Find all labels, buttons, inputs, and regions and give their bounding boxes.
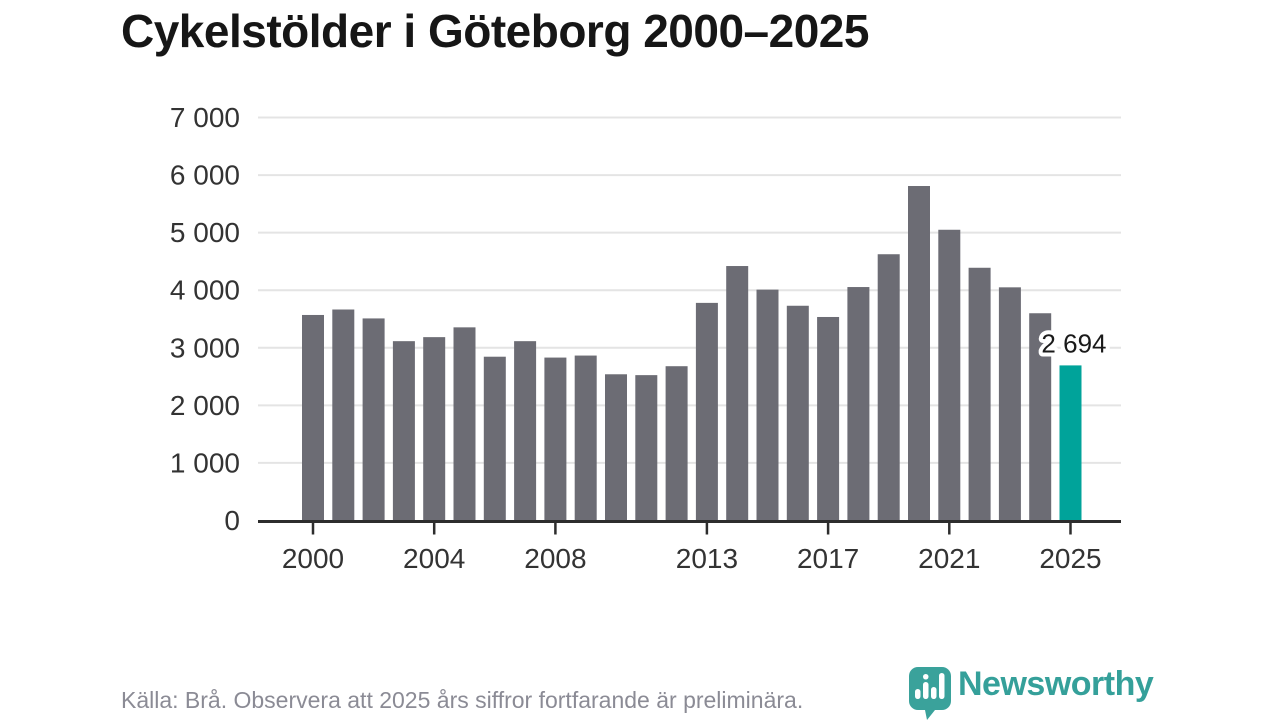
- y-tick-label-5000: 5 000: [170, 217, 240, 248]
- bar-2017: [817, 316, 840, 521]
- bar-2003: [392, 341, 415, 521]
- x-tick-label-2017: 2017: [797, 543, 859, 574]
- x-tick-label-2021: 2021: [918, 543, 980, 574]
- x-tick-label-2025: 2025: [1039, 543, 1101, 574]
- bar-2023: [998, 287, 1021, 521]
- newsworthy-wordmark: Newsworthy: [958, 665, 1154, 703]
- y-tick-label-7000: 7 000: [170, 102, 240, 133]
- bar-2015: [756, 289, 779, 521]
- bar-2014: [726, 266, 749, 521]
- newsworthy-logo: Newsworthy: [906, 664, 1154, 720]
- x-tick-label-2004: 2004: [403, 543, 465, 574]
- bar-2007: [514, 341, 537, 521]
- x-tick-label-2013: 2013: [676, 543, 738, 574]
- y-tick-label-2000: 2 000: [170, 390, 240, 421]
- bar-2009: [574, 355, 597, 521]
- bar-2000: [302, 314, 324, 521]
- bar-2018: [847, 287, 870, 521]
- y-tick-label-6000: 6 000: [170, 160, 240, 191]
- source-note: Källa: Brå. Observera att 2025 års siffr…: [121, 687, 804, 713]
- newsworthy-icon: [909, 667, 951, 720]
- bar-2001: [332, 309, 355, 521]
- bar-2008: [544, 357, 567, 521]
- logo-mini-bars: [915, 673, 945, 699]
- y-tick-label-3000: 3 000: [170, 332, 240, 363]
- bar-2005: [453, 327, 476, 521]
- bar-2010: [605, 374, 627, 521]
- bar-2020: [908, 186, 930, 521]
- y-tick-label-4000: 4 000: [170, 275, 240, 306]
- bar-2006: [483, 356, 506, 521]
- x-tick-label-2008: 2008: [524, 543, 586, 574]
- chart-layer: 2000 2004 2008 2013 2017 2021 2025 0 1 000 2 000 3…: [170, 102, 1121, 574]
- bar-2021: [938, 229, 961, 521]
- bar-2013: [695, 302, 718, 521]
- x-tick-label-2000: 2000: [282, 543, 344, 574]
- bar-2025: [1059, 365, 1082, 521]
- bar-2019: [877, 254, 900, 521]
- bar-2016: [786, 305, 809, 521]
- y-tick-label-1000: 1 000: [170, 447, 240, 478]
- page-title: Cykelstölder i Göteborg 2000–2025: [121, 5, 869, 57]
- y-tick-label-0: 0: [224, 505, 240, 536]
- bar-2011: [635, 375, 658, 521]
- bar-2002: [362, 318, 385, 521]
- bar-2022: [968, 267, 991, 521]
- highlight-value-label: 2 694: [1041, 328, 1106, 358]
- bar-2024: [1029, 313, 1052, 521]
- bar-2012: [665, 366, 688, 521]
- bar-2004: [423, 337, 446, 521]
